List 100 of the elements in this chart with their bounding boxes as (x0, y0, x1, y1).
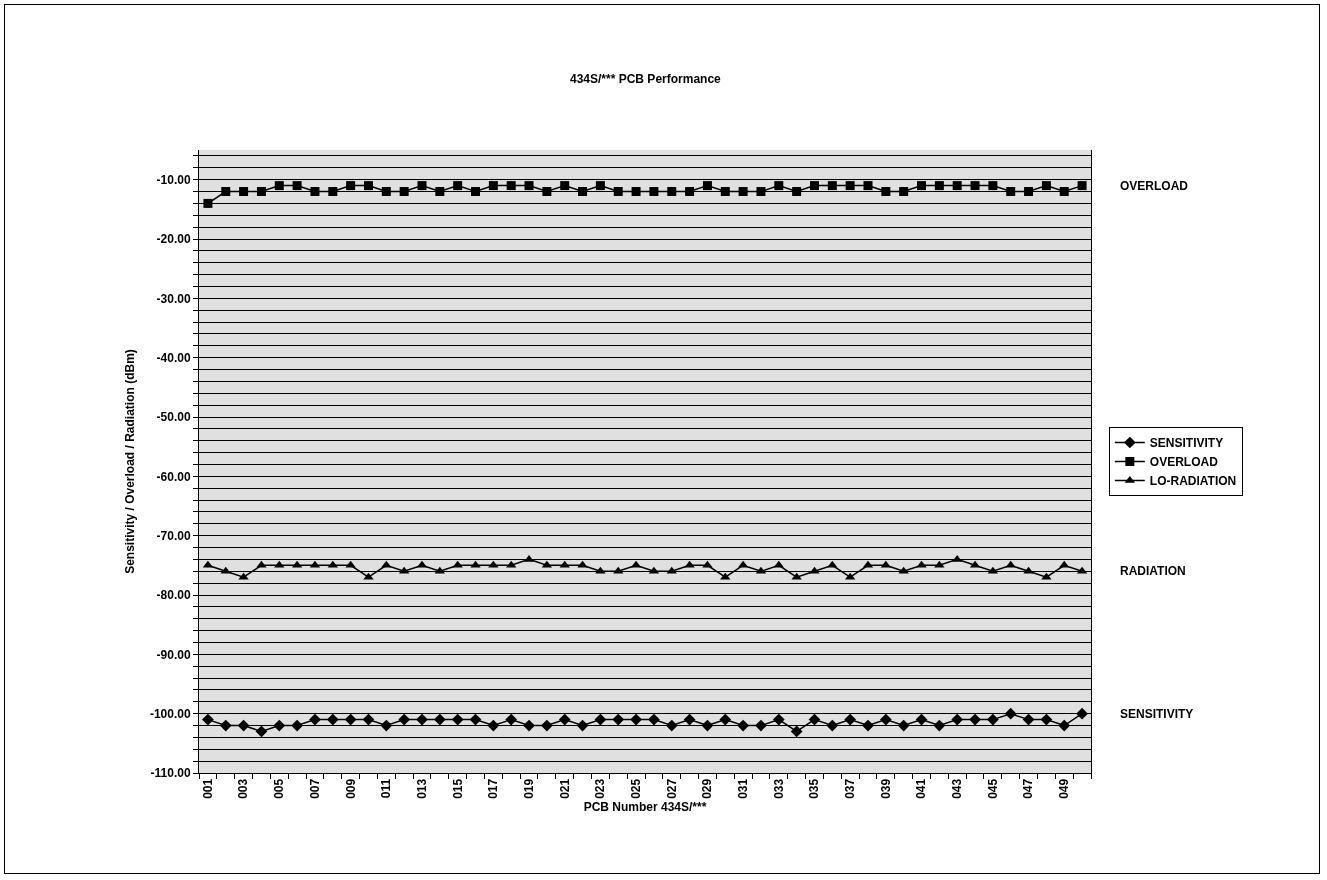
y-tick-label: -90.00 (156, 647, 191, 662)
point (203, 198, 213, 208)
point (827, 560, 838, 568)
x-tick-label: 023 (593, 778, 608, 799)
point (684, 560, 695, 568)
chart-title: 434S/*** PCB Performance (570, 72, 722, 86)
point (719, 713, 732, 726)
x-tick-label: 045 (985, 778, 1000, 799)
point (345, 560, 356, 568)
point (951, 713, 964, 726)
point (755, 719, 767, 732)
point (773, 560, 784, 568)
point (969, 713, 981, 726)
point (256, 560, 267, 568)
x-tick-label: 005 (272, 778, 287, 799)
x-tick-label: 047 (1021, 778, 1036, 799)
point (309, 713, 321, 726)
point (665, 719, 678, 732)
point (453, 181, 463, 191)
point (987, 713, 999, 726)
legend-label: LO-RADIATION (1149, 474, 1237, 489)
point (720, 187, 730, 197)
point (612, 713, 625, 726)
point (578, 187, 588, 197)
point (327, 560, 338, 568)
point (702, 181, 712, 191)
point (595, 181, 605, 191)
legend-label: SENSITIVITY (1149, 436, 1224, 451)
point (683, 713, 696, 726)
point (220, 566, 231, 574)
point (239, 187, 249, 197)
point (524, 181, 534, 191)
x-tick-label: 037 (843, 778, 858, 799)
point (915, 713, 928, 726)
point (772, 713, 785, 726)
point (416, 713, 428, 726)
point (1023, 566, 1034, 574)
point (451, 713, 464, 726)
point (826, 719, 839, 732)
point (362, 713, 375, 726)
point (1005, 560, 1016, 568)
point (933, 719, 946, 732)
point (702, 560, 713, 568)
point (934, 560, 945, 568)
point (469, 713, 482, 726)
y-tick-label: -70.00 (156, 528, 191, 543)
point (1058, 719, 1071, 732)
point (988, 181, 998, 191)
point (202, 713, 214, 726)
point (470, 560, 481, 568)
point (916, 560, 927, 568)
point (399, 187, 409, 197)
point (487, 719, 500, 732)
point (344, 713, 357, 726)
point (310, 187, 320, 197)
point (1041, 181, 1051, 191)
point (435, 187, 445, 197)
x-tick-label: 027 (664, 778, 679, 799)
point (774, 181, 784, 191)
point (613, 187, 623, 197)
x-tick-label: 033 (771, 778, 786, 799)
x-tick-label: 043 (950, 778, 965, 799)
point (274, 560, 285, 568)
point (808, 713, 821, 726)
point (666, 566, 677, 574)
point (790, 725, 803, 738)
y-tick-label: -80.00 (156, 588, 191, 603)
x-tick-label: 013 (414, 778, 429, 799)
x-tick-label: 003 (236, 778, 251, 799)
x-tick-label: 017 (486, 778, 501, 799)
y-tick-label: -50.00 (156, 410, 191, 425)
point (879, 713, 892, 726)
point (219, 719, 232, 732)
point (897, 719, 910, 732)
point (381, 560, 392, 568)
point (256, 187, 266, 197)
x-tick-label: 049 (1057, 778, 1072, 799)
point (273, 719, 286, 732)
y-tick-label: -110.00 (150, 766, 191, 781)
point (541, 719, 553, 732)
point (363, 181, 373, 191)
point (471, 187, 481, 197)
point (255, 725, 268, 738)
text: SENSITIVITY (1120, 707, 1194, 721)
point (809, 566, 820, 574)
point (506, 181, 516, 191)
point (452, 560, 463, 568)
point (631, 187, 641, 197)
x-tick-label: 021 (557, 778, 572, 799)
point (328, 187, 338, 197)
point (506, 560, 517, 568)
y-tick-label: -20.00 (156, 232, 191, 247)
point (952, 554, 963, 562)
x-tick-label: 039 (878, 778, 893, 799)
point (291, 719, 303, 732)
point (380, 719, 393, 732)
point (613, 566, 624, 574)
point (576, 719, 589, 732)
point (898, 566, 909, 574)
x-tick-label: 025 (628, 778, 643, 799)
